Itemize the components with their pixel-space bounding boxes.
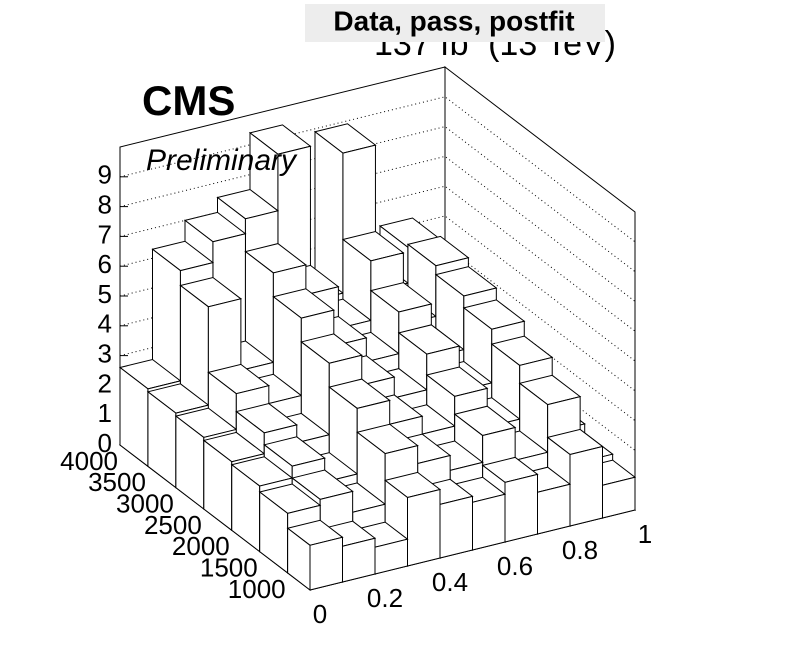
bar-front [342,537,376,583]
z-tick-label: 7 [98,219,112,249]
y-tick-label: 2000 [172,531,230,561]
x-tick-label: 0.6 [497,551,533,581]
x-tick-label: 1 [638,519,652,549]
bar-front [504,473,538,543]
x-tick-label: 0 [313,599,327,629]
z-tick-label: 0 [98,428,112,458]
x-tick-label: 0.4 [432,567,468,597]
bar-front [569,445,603,527]
z-tick-label: 8 [98,189,112,219]
z-tick-label: 2 [98,368,112,398]
title-box [305,4,605,42]
x-tick-label: 0.8 [562,535,598,565]
y-tick-label: 1500 [200,552,258,582]
bar-front [472,493,506,551]
bar-front [537,483,571,535]
z-tick-label: 4 [98,309,112,339]
y-tick-label: 2500 [144,510,202,540]
y-tick-label: 3000 [116,489,174,519]
y-tick-label: 3500 [88,467,146,497]
bar-front [309,536,343,591]
status: Preliminary [146,144,298,177]
plot: 012345678900.20.40.60.811000150020002500… [60,65,652,629]
z-tick-label: 3 [98,338,112,368]
z-tick-label: 9 [98,160,112,190]
z-tick-label: 1 [98,398,112,428]
experiment: CMS [142,77,235,124]
bar-front [407,488,441,567]
y-tick-label: 4000 [60,446,118,476]
z-tick-label: 5 [98,279,112,309]
z-tick-label: 6 [98,249,112,279]
chart-title: Data, pass, postfit [333,5,574,36]
y-tick-label: 1000 [228,574,286,604]
x-tick-label: 0.2 [367,583,403,613]
bar-front [439,495,473,559]
